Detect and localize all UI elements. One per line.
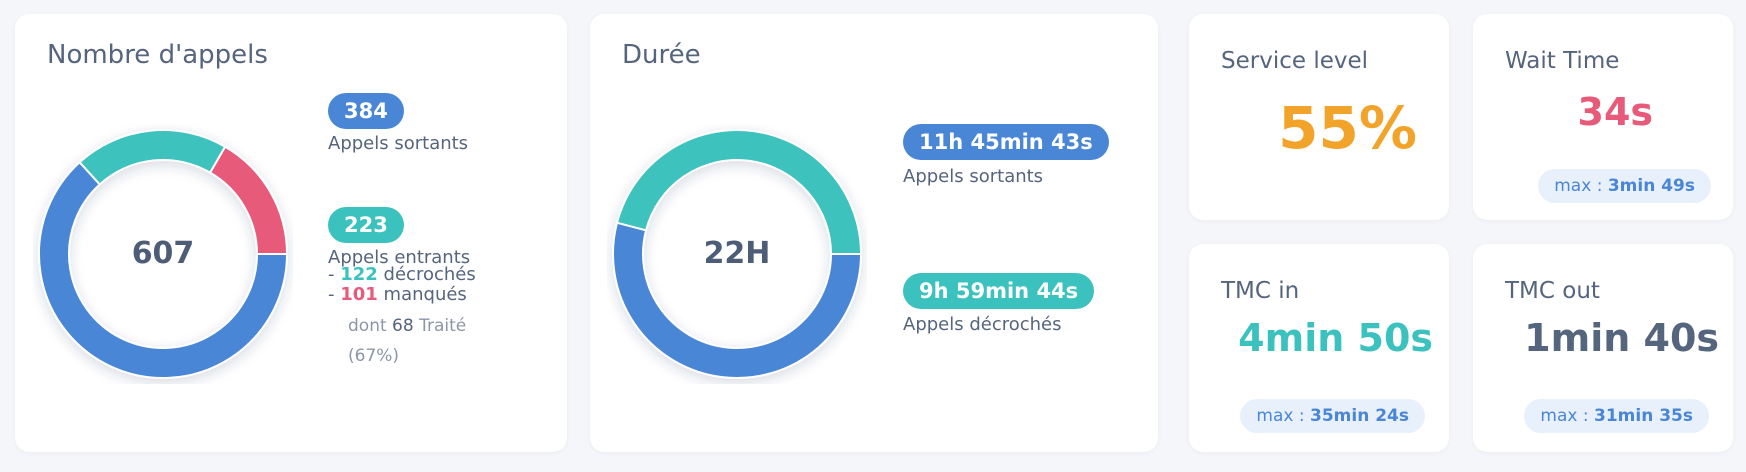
- answered-calls-label: décrochés: [383, 264, 476, 285]
- calls-segment-missed: [208, 145, 289, 255]
- duration-title: Durée: [622, 40, 701, 70]
- missed-prefix: -: [328, 284, 335, 305]
- tmc-out-max-badge: max : 31min 35s: [1524, 399, 1709, 433]
- incoming-calls-label: Appels entrants: [328, 247, 471, 268]
- outgoing-duration-badge: 11h 45min 43s: [903, 124, 1109, 160]
- duration-card: Durée 22H 11h 45min 43s Appels sortants …: [590, 14, 1158, 452]
- duration-total: 22H: [703, 236, 771, 271]
- tmc-out-value: 1min 40s: [1524, 316, 1719, 360]
- outgoing-calls-badge: 384: [328, 93, 404, 129]
- calls-title: Nombre d'appels: [47, 40, 268, 70]
- answered-duration-badge: 9h 59min 44s: [903, 273, 1095, 309]
- tmc-out-title: TMC out: [1505, 278, 1600, 304]
- service-level-value: 55%: [1278, 94, 1417, 162]
- treated-prefix: dont: [348, 316, 387, 336]
- missed-calls-value: 101: [340, 284, 378, 305]
- calls-card: Nombre d'appels 607 384 Appels sortants …: [15, 14, 567, 452]
- wait-time-max-prefix: max :: [1554, 176, 1603, 196]
- tmc-in-value: 4min 50s: [1238, 316, 1433, 360]
- calls-segment-outgoing: [38, 160, 289, 379]
- duration-segment-answered: [615, 129, 863, 255]
- answered-calls-value: 122: [340, 264, 378, 285]
- treated-calls-line: dont 68 Traité: [348, 316, 466, 336]
- treated-calls-percent: (67%): [348, 346, 400, 366]
- treated-calls-value: 68: [392, 316, 414, 336]
- treated-calls-label: Traité: [419, 316, 467, 336]
- tmc-in-card: TMC in 4min 50s max : 35min 24s: [1189, 244, 1449, 452]
- calls-segment-answered: [78, 129, 227, 186]
- tmc-out-max-value: 31min 35s: [1594, 406, 1693, 426]
- service-level-title: Service level: [1221, 48, 1369, 74]
- missed-calls-line: - 101 manqués: [328, 285, 467, 305]
- tmc-in-max-prefix: max :: [1256, 406, 1305, 426]
- duration-donut-chart: [612, 129, 863, 379]
- tmc-out-card: TMC out 1min 40s max : 31min 35s: [1473, 244, 1733, 452]
- tmc-in-max-value: 35min 24s: [1310, 406, 1409, 426]
- answered-calls-line: - 122 décrochés: [328, 265, 476, 285]
- calls-total: 607: [131, 236, 195, 271]
- wait-time-title: Wait Time: [1505, 48, 1620, 74]
- answered-duration-label: Appels décrochés: [903, 314, 1062, 335]
- duration-segment-outgoing: [612, 221, 863, 379]
- tmc-in-title: TMC in: [1221, 278, 1300, 304]
- tmc-out-max-prefix: max :: [1540, 406, 1589, 426]
- outgoing-duration-label: Appels sortants: [903, 166, 1044, 187]
- wait-time-value: 34s: [1577, 90, 1654, 134]
- tmc-in-max-badge: max : 35min 24s: [1240, 399, 1425, 433]
- calls-donut-chart: [38, 129, 289, 379]
- wait-time-card: Wait Time 34s max : 3min 49s: [1473, 14, 1733, 220]
- answered-prefix: -: [328, 264, 335, 285]
- service-level-card: Service level 55%: [1189, 14, 1449, 220]
- wait-time-max-badge: max : 3min 49s: [1538, 169, 1711, 203]
- incoming-calls-badge: 223: [328, 207, 404, 243]
- missed-calls-label: manqués: [383, 284, 467, 305]
- wait-time-max-value: 3min 49s: [1607, 176, 1695, 196]
- outgoing-calls-label: Appels sortants: [328, 133, 469, 154]
